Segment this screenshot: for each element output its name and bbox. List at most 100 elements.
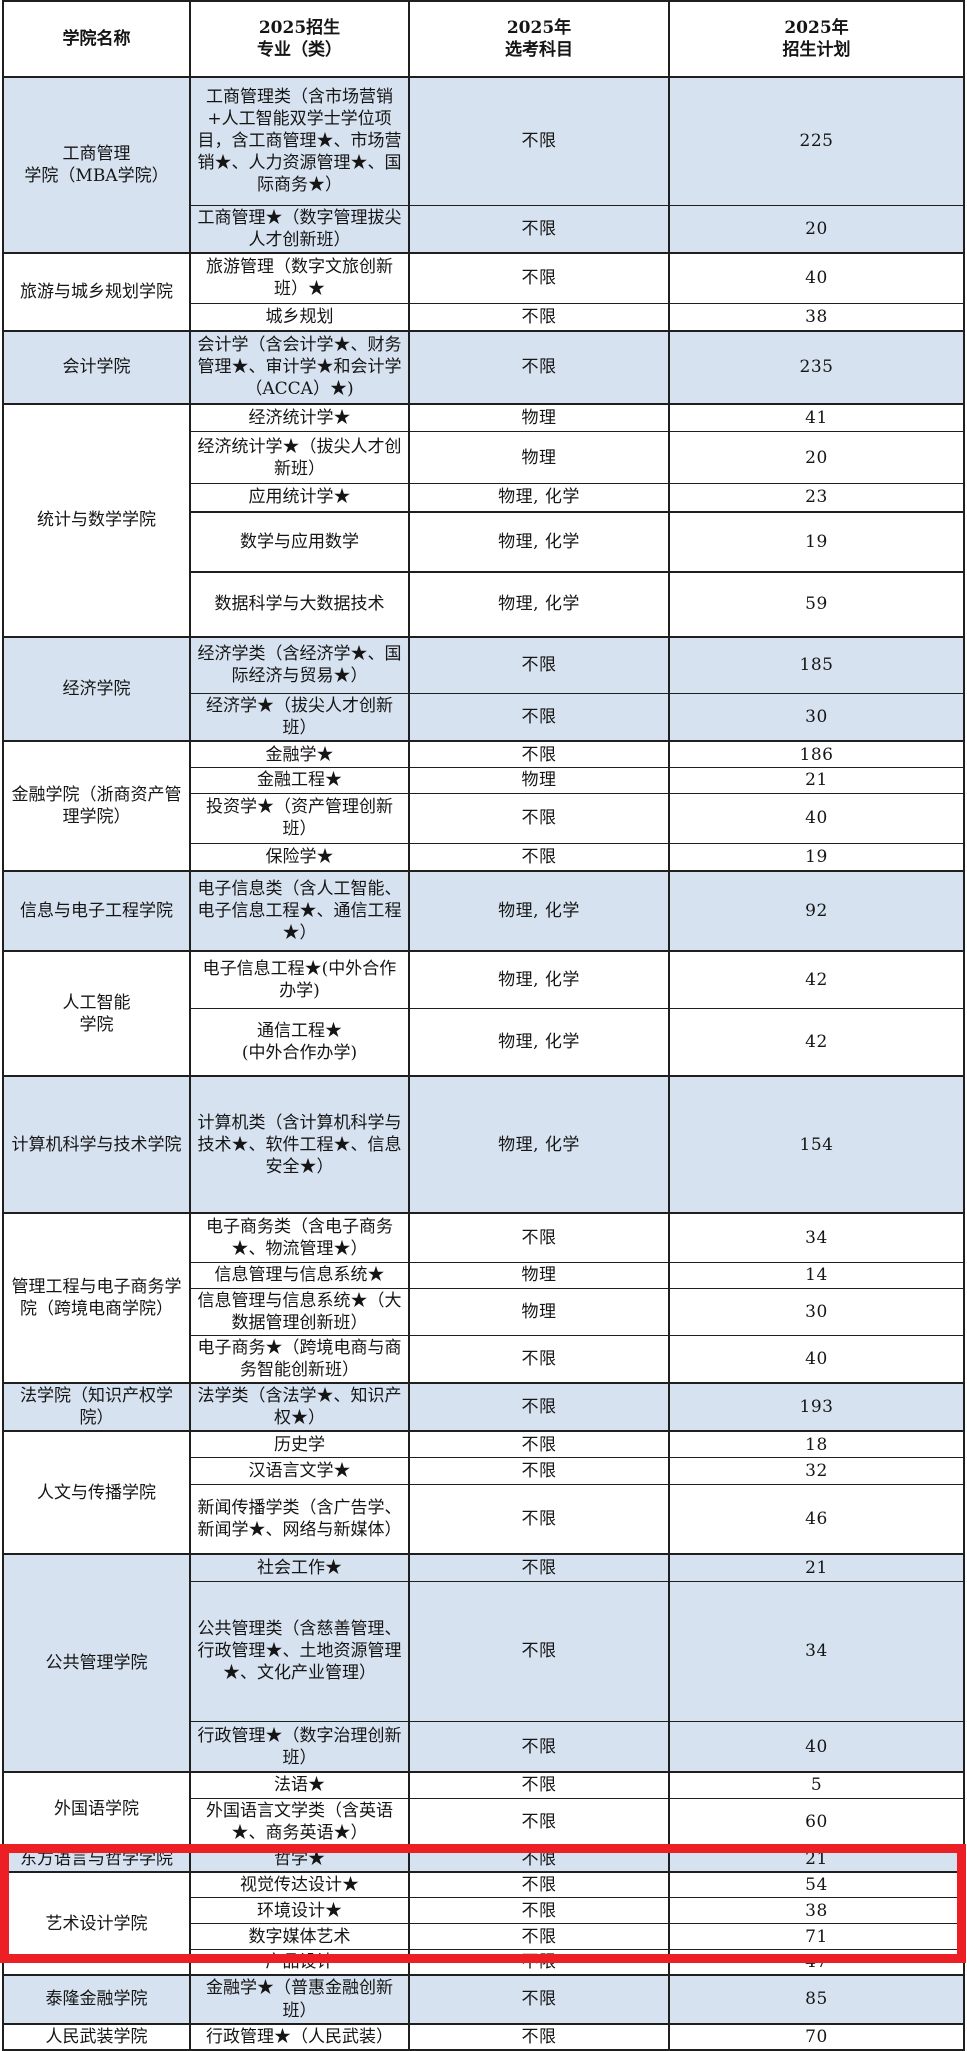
plan-cell: 46 [668,1483,965,1555]
table-row: 经济学★（拔尖人才创新班） 不限 30 [3,693,965,742]
major-cell: 视觉传达设计★ [189,1870,410,1899]
subject-cell: 不限 [408,1335,670,1384]
major-cell: 数学与应用数学 [189,510,410,573]
plan-cell: 40 [668,792,965,844]
table-row: 信息管理与信息系统★（大数据管理创新班） 物理 30 [3,1287,965,1337]
major-cell: 经济学类（含经济学★、国际经济与贸易★） [189,635,410,695]
college-name-cell: 泰隆金融学院 [2,1974,191,2025]
college-name-cell: 金融学院（浙商资产管理学院） [2,740,191,872]
plan-cell: 34 [668,1212,965,1263]
plan-cell: 40 [668,1720,965,1773]
subject-cell: 物理, 化学 [408,510,670,573]
plan-cell: 18 [668,1430,965,1458]
subject-cell: 物理 [408,1261,670,1289]
major-cell: 新闻传播学类（含广告学、新闻学★、网络与新媒体） [189,1483,410,1555]
plan-cell: 21 [668,766,965,794]
plan-cell: 59 [668,570,965,638]
subject-cell: 物理, 化学 [408,483,670,513]
major-cell: 经济学★（拔尖人才创新班） [189,693,410,742]
major-cell: 经济统计学★（拔尖人才创新班） [189,431,410,485]
subject-cell: 物理 [408,402,670,433]
header-college: 学院名称 [2,0,191,78]
table-row: 信息与电子工程学院 电子信息类（含人工智能、电子信息工程★、通信工程★） 物理, 化… [2,870,965,952]
plan-cell: 38 [668,303,965,332]
plan-cell: 186 [668,740,965,768]
major-cell: 信息管理与信息系统★（大数据管理创新班） [189,1287,410,1337]
table-row: 保险学★ 不限 19 [3,842,965,872]
plan-cell: 23 [668,483,965,513]
table-row: 人文与传播学院 历史学 不限 18 [2,1430,965,1555]
college-name-cell: 东方语言与哲学学院 [2,1844,191,1873]
table-row: 数字媒体艺术 不限 71 [3,1923,965,1951]
major-cell: 公共管理类（含慈善管理、行政管理★、土地资源管理★、文化产业管理） [189,1580,410,1722]
subject-cell: 物理 [408,1287,670,1337]
table-row: 东方语言与哲学学院 哲学★ 不限 21 [2,1844,965,1873]
college-name-cell: 公共管理学院 [2,1553,191,1773]
subject-cell: 物理 [408,766,670,794]
subject-cell: 不限 [408,1382,670,1432]
table-row: 信息管理与信息系统★ 物理 14 [3,1261,965,1289]
plan-cell: 41 [668,402,965,433]
plan-cell: 40 [668,1335,965,1384]
plan-cell: 5 [668,1771,965,1799]
subject-cell: 不限 [408,1797,670,1847]
plan-cell: 154 [668,1075,965,1214]
table-row: 外国语言文学类（含英语★、商务英语★） 不限 60 [3,1797,965,1847]
subject-cell: 不限 [408,1580,670,1722]
table-row: 管理工程与电子商务学院（跨境电商学院） 电子商务类（含电子商务★、物流管理★） 不限… [2,1212,965,1384]
plan-cell: 19 [668,842,965,872]
table-row: 金融工程★ 物理 21 [3,766,965,794]
college-name-cell: 计算机科学与技术学院 [2,1075,191,1214]
subject-cell: 不限 [408,792,670,844]
table-row: 外国语学院 法语★ 不限 5 [2,1771,965,1847]
subject-cell: 不限 [408,842,670,872]
major-cell: 历史学 [189,1430,410,1458]
major-cell: 电子商务★（跨境电商与商务智能创新班） [189,1335,410,1384]
header-plan: 2025年 招生计划 [668,0,965,78]
plan-cell: 47 [668,1949,965,1976]
table-row: 公共管理类（含慈善管理、行政管理★、土地资源管理★、文化产业管理） 不限 34 [3,1580,965,1722]
subject-cell: 物理, 化学 [408,1075,670,1214]
subject-cell: 不限 [408,693,670,742]
major-cell: 电子信息类（含人工智能、电子信息工程★、通信工程★） [189,870,410,952]
major-cell: 通信工程★ (中外合作办学) [189,1007,410,1077]
subject-cell: 不限 [408,635,670,695]
major-cell: 社会工作★ [189,1553,410,1582]
plan-cell: 20 [668,204,965,254]
plan-cell: 30 [668,1287,965,1337]
table-row: 金融学院（浙商资产管理学院） 金融学★ 不限 186 [2,740,965,872]
subject-cell: 物理, 化学 [408,1007,670,1077]
header-major: 2025招生 专业（类） [189,0,410,78]
plan-cell: 42 [668,950,965,1009]
table-row: 汉语言文学★ 不限 32 [3,1456,965,1485]
college-name-cell: 统计与数学学院 [2,402,191,638]
table-row: 法学院（知识产权学院） 法学类（含法学★、知识产权★） 不限 193 [2,1382,965,1432]
subject-cell: 不限 [408,1456,670,1485]
college-name-cell: 法学院（知识产权学院） [2,1382,191,1432]
plan-cell: 38 [668,1897,965,1925]
subject-cell: 不限 [408,1430,670,1458]
subject-cell: 物理 [408,431,670,485]
table-row: 公共管理学院 社会工作★ 不限 21 [2,1553,965,1773]
major-cell: 会计学（含会计学★、财务管理★、审计学★和会计学（ACCA）★) [189,329,410,405]
subject-cell: 不限 [408,1870,670,1899]
major-cell: 金融工程★ [189,766,410,794]
major-cell: 法语★ [189,1771,410,1799]
major-cell: 工商管理类（含市场营销+人工智能双学士学位项目，含工商管理★、市场营销★、人力资… [189,76,410,206]
major-cell: 旅游管理（数字文旅创新班）★ [189,251,410,305]
plan-cell: 193 [668,1382,965,1432]
subject-cell: 不限 [408,329,670,405]
major-cell: 金融学★（普惠金融创新班） [189,1974,410,2025]
subject-cell: 不限 [408,251,670,305]
major-cell: 应用统计学★ [189,483,410,513]
table-row: 应用统计学★ 物理, 化学 23 [3,483,965,513]
plan-cell: 40 [668,251,965,305]
plan-cell: 54 [668,1870,965,1899]
major-cell: 产品设计 [189,1949,410,1976]
subject-cell: 不限 [408,204,670,254]
major-cell: 经济统计学★ [189,402,410,433]
major-cell: 工商管理★（数字管理拔尖人才创新班） [189,204,410,254]
major-cell: 外国语言文学类（含英语★、商务英语★） [189,1797,410,1847]
plan-cell: 71 [668,1923,965,1951]
subject-cell: 物理, 化学 [408,870,670,952]
